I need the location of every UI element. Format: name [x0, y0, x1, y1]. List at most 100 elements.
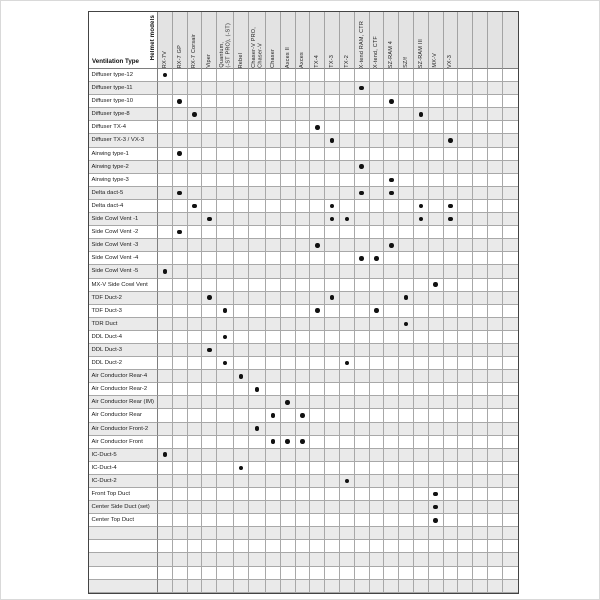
matrix-cell [502, 449, 518, 462]
matrix-cell [384, 448, 400, 462]
compatibility-dot-icon [329, 138, 335, 143]
matrix-cell [234, 304, 249, 318]
table-row [89, 527, 518, 541]
matrix-cell [339, 553, 355, 567]
matrix-cell [502, 305, 518, 318]
matrix-cell [158, 291, 173, 305]
matrix-cell [217, 527, 235, 541]
matrix-cell [487, 579, 503, 593]
matrix-cell [473, 69, 488, 83]
matrix-cell [487, 422, 503, 436]
matrix-cell [428, 160, 444, 174]
matrix-cell [369, 488, 385, 502]
row-label: Center Side Duct (set) [89, 501, 158, 515]
matrix-cell [443, 121, 459, 135]
matrix-cell [458, 501, 474, 515]
matrix-cell [248, 501, 266, 515]
matrix-cell [217, 370, 235, 384]
matrix-cell [413, 108, 429, 122]
matrix-cell [187, 343, 203, 358]
column-header-13: TX-2 [339, 12, 355, 69]
matrix-cell [187, 239, 203, 253]
matrix-cell [234, 186, 249, 200]
matrix-cell [172, 95, 188, 109]
matrix-cell [234, 160, 249, 174]
compatibility-dot-icon [388, 242, 394, 248]
matrix-cell [487, 147, 503, 161]
row-label: TDF Duct-3 [89, 304, 158, 318]
matrix-cell [428, 566, 444, 580]
matrix-cell [295, 474, 311, 488]
row-label [89, 566, 158, 580]
matrix-cell [265, 226, 281, 240]
matrix-cell [295, 579, 311, 593]
matrix-cell [384, 383, 400, 397]
matrix-cell [265, 370, 281, 384]
matrix-cell [473, 291, 488, 305]
matrix-cell [502, 239, 518, 253]
matrix-cell [502, 527, 518, 541]
matrix-cell [384, 69, 400, 83]
matrix-cell [384, 278, 400, 292]
matrix-cell [265, 474, 281, 488]
matrix-cell [428, 422, 444, 436]
matrix-cell [413, 357, 429, 371]
compatibility-dot-icon [192, 112, 197, 117]
column-header-4: Viper [202, 12, 218, 69]
compatibility-dot-icon [433, 282, 438, 287]
matrix-cell [399, 540, 414, 554]
matrix-cell [295, 252, 311, 266]
matrix-cell [369, 540, 385, 554]
matrix-cell [248, 265, 266, 279]
matrix-cell [248, 69, 266, 83]
matrix-cell [158, 409, 173, 423]
matrix-cell [172, 566, 188, 580]
matrix-cell [413, 540, 429, 554]
matrix-cell [399, 488, 414, 502]
matrix-cell [234, 553, 249, 567]
matrix-cell [428, 370, 444, 384]
row-label: Front Top Duct [89, 488, 158, 502]
matrix-cell [502, 226, 518, 240]
matrix-cell [325, 278, 340, 292]
matrix-cell [473, 199, 488, 214]
matrix-cell [202, 343, 218, 358]
matrix-cell [265, 566, 281, 580]
matrix-cell [473, 488, 488, 502]
matrix-cell [443, 435, 459, 449]
matrix-cell [295, 370, 311, 384]
matrix-cell [399, 396, 414, 410]
matrix-cell [248, 370, 266, 384]
matrix-cell [295, 514, 311, 528]
matrix-cell [325, 514, 340, 528]
row-label: Air Conductor Front [89, 435, 158, 449]
matrix-cell [354, 304, 370, 318]
matrix-cell [428, 121, 444, 135]
matrix-cell [234, 134, 249, 148]
matrix-cell [217, 409, 235, 423]
matrix-cell [443, 160, 459, 174]
matrix-cell [202, 488, 218, 502]
compatibility-dot-icon [222, 334, 228, 340]
matrix-cell [384, 553, 400, 567]
matrix-cell [354, 370, 370, 384]
matrix-cell [384, 291, 400, 305]
matrix-cell [172, 226, 188, 240]
column-header-10: Axces [295, 12, 311, 69]
matrix-cell [369, 514, 385, 528]
matrix-cell [187, 501, 203, 515]
matrix-cell [280, 422, 296, 436]
row-label: Side Cowl Vent -3 [89, 239, 158, 253]
matrix-cell [384, 343, 400, 358]
column-header-label: Axces [299, 52, 306, 68]
matrix-cell [248, 383, 266, 397]
matrix-cell [428, 474, 444, 488]
column-header-24 [502, 12, 518, 69]
matrix-cell [248, 95, 266, 109]
row-label: IC-Duct-4 [89, 461, 158, 475]
matrix-cell [202, 291, 218, 305]
matrix-cell [158, 488, 173, 502]
matrix-cell [369, 134, 385, 148]
matrix-cell [265, 69, 281, 83]
